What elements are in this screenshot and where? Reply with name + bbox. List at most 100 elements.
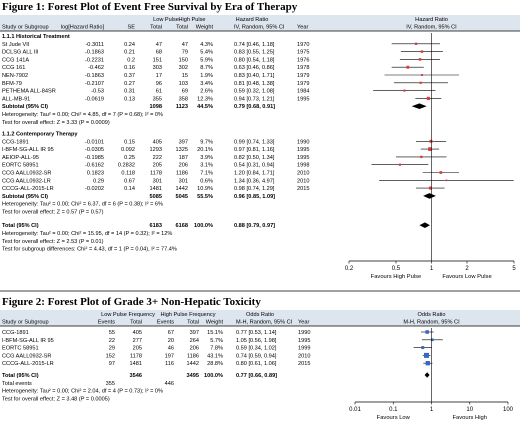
study-ci: 0.63 [0.46, 0.86] [234,65,275,71]
study-total-high: 206 [179,163,188,169]
study-name: CCG 161 [2,65,25,71]
study-se: 0.24 [124,42,135,48]
study-point-marker [420,50,424,53]
study-se: 0.14 [124,186,135,192]
study-ci: 0.97 [0.81, 1.16] [234,147,275,153]
subtotal-high: 5045 [176,194,188,200]
study-weight: 0.6% [200,178,213,184]
study-ci: 0.83 [0.40, 1.71] [234,73,275,79]
study-events-high: 67 [168,330,174,336]
study-total-high: 1186 [187,353,199,359]
study-ci: 1.34 [0.36, 4.97] [234,178,275,184]
study-events-low: 29 [109,346,115,352]
study-total-high: 150 [179,57,188,63]
x-tick-label: 1 [430,266,434,272]
study-name: AEIOP-ALL-95 [2,155,39,161]
study-point-marker [428,186,432,190]
study-point-marker [398,163,401,166]
x-tick-label: 0.2 [345,266,354,272]
study-loghr: -0.1863 [85,50,104,56]
subtotal-low: 1098 [150,104,162,110]
study-point-marker [414,42,418,45]
total-ci: 0.88 [0.79, 0.97] [234,223,275,229]
study-total-high: 358 [179,96,188,102]
study-name: CCG 141A [2,57,29,63]
plot-header-title: Hazard Ratio [415,17,448,23]
header-hazard-ratio: Hazard Ratio [236,17,269,23]
study-loghr: 0.29 [93,178,104,184]
study-total-low: 222 [153,155,162,161]
study-ci: 0.82 [0.50, 1.34] [234,155,275,161]
study-year: 2010 [298,353,310,359]
study-total-high: 301 [179,178,188,184]
header-high-pulse: High Pulse [178,17,205,23]
study-total-high: 69 [182,89,188,95]
study-weight: 20.1% [197,147,213,153]
total-low: 6183 [150,223,162,229]
total-events-low: 355 [106,381,115,387]
study-weight: 5.9% [200,57,213,63]
study-year: 2010 [297,171,309,177]
study-point-marker [425,361,430,366]
favours-right-label: Favours Low Pulse [442,274,491,280]
study-ci: 0.54 [0.31, 0.94] [234,163,275,169]
header-year: Year [297,25,308,31]
header-total-high: Total [187,320,199,326]
study-year: 1995 [297,155,309,161]
study-total-high: 302 [179,65,188,71]
study-total-low: 405 [133,330,142,336]
header-year: Year [298,320,309,326]
total-high: 6168 [176,223,188,229]
subtotal-ci: 0.96 [0.85, 1.09] [234,194,275,200]
total-events-high: 446 [165,381,174,387]
study-ci: 0.81 [0.48, 1.38] [234,81,275,87]
study-total-low: 1481 [130,361,142,367]
study-weight: 5.7% [210,338,223,344]
study-total-high: 103 [179,81,188,87]
study-name: CCG AALL0932-SR [2,171,51,177]
study-events-low: 97 [109,361,115,367]
study-weight: 7.1% [200,171,213,177]
study-weight: 1.9% [200,73,213,79]
study-name: I-BFM-SG-ALL IR 95 [2,338,54,344]
subgroup-overall-effect: Test for overall effect: Z = 0.57 (P = 0… [2,210,104,216]
study-year: 2015 [297,186,309,192]
header-study: Study or Subgroup [2,320,49,326]
study-total-low: 277 [133,338,142,344]
study-year: 1984 [297,89,309,95]
figure1-title: Figure 1: Forest Plot of Event Free Surv… [2,1,298,13]
study-weight: 3.1% [200,163,213,169]
header-or-sub: M-H, Random, 95% CI [236,320,293,326]
header-weight: Weight [206,320,224,326]
study-total-high: 397 [179,139,188,145]
study-year: 1998 [297,163,309,169]
study-total-high: 206 [190,346,199,352]
study-ci: 0.59 [0.34, 1.02] [236,346,277,352]
study-weight: 28.8% [207,361,223,367]
figure2-header-band [0,310,520,326]
study-weight: 10.9% [197,186,213,192]
study-se: 0.15 [124,139,135,145]
study-total-low: 405 [153,139,162,145]
total-weight: 100.0% [194,223,213,229]
study-year: 1995 [297,147,309,153]
study-year: 1995 [297,96,309,102]
study-name: ALL-MB-91 [2,96,30,102]
favours-right-label: Favours High [453,415,487,421]
study-ci: 0.77 [0.53, 1.14] [236,330,277,336]
study-total-high: 47 [182,42,188,48]
plot-header-sub: IV, Random, 95% CI [406,25,457,31]
figure2-forest-plot: Low Pulse Frequency High Pulse Frequency O… [0,310,520,421]
study-loghr: 0.1823 [87,171,104,177]
study-loghr: -0.2107 [85,81,104,87]
study-name: St Jude VII [2,42,30,48]
study-se: 0.092 [121,147,135,153]
study-total-high: 1186 [176,171,188,177]
study-total-low: 301 [153,178,162,184]
header-total-low: Total [130,320,142,326]
total-weight: 100.0% [204,373,223,379]
study-se: 0.67 [124,178,135,184]
study-total-low: 1178 [130,353,142,359]
study-weight: 4.3% [200,42,213,48]
total-diamond [424,372,430,378]
